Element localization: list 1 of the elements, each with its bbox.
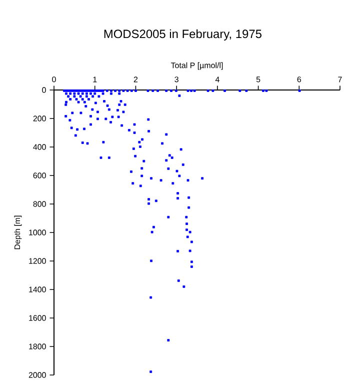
chart-title: MODS2005 in February, 1975 [104, 29, 262, 41]
